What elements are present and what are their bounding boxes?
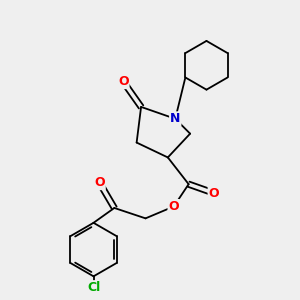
Text: O: O: [169, 200, 179, 213]
Text: O: O: [94, 176, 105, 189]
Text: O: O: [208, 187, 219, 200]
Text: N: N: [170, 112, 181, 125]
Text: O: O: [118, 75, 129, 88]
Text: Cl: Cl: [87, 281, 100, 294]
